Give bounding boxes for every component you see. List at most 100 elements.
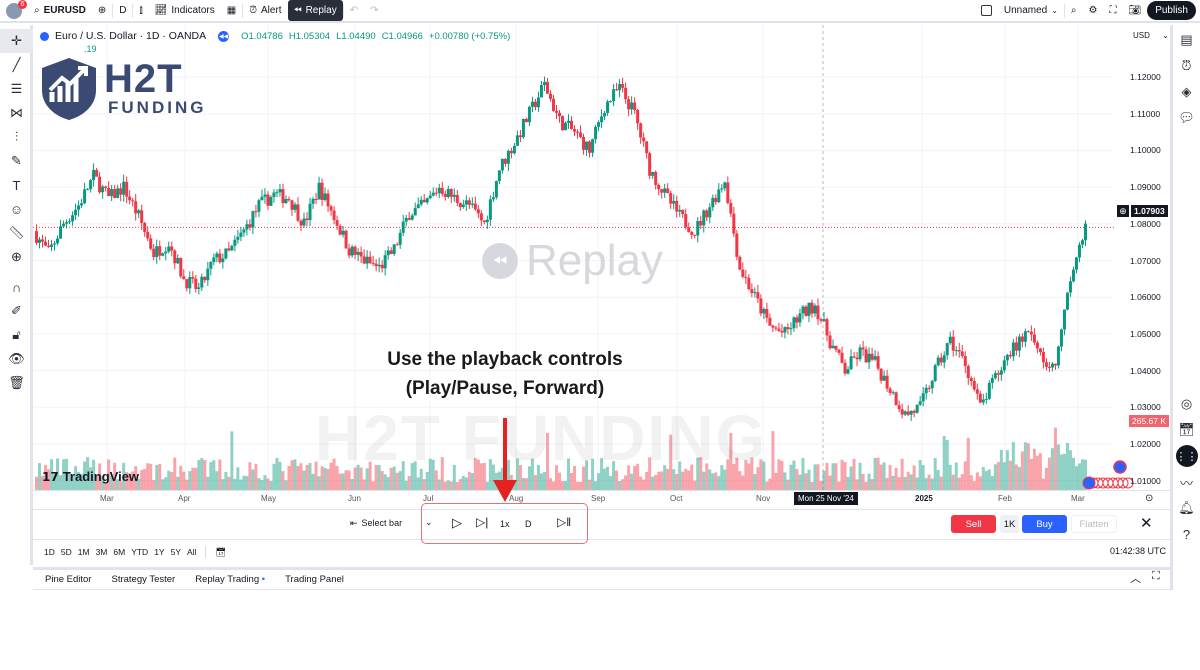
flatten-button[interactable]: Flatten	[1071, 515, 1117, 533]
volume-bar	[1029, 458, 1033, 490]
snapshot-button[interactable]: 📷︎	[1122, 0, 1147, 22]
volume-bar	[999, 449, 1003, 490]
publish-button[interactable]: Publish	[1147, 1, 1196, 20]
collapse-panel-button[interactable]: ︿	[1130, 573, 1141, 585]
tab-replay-trading[interactable]: Replay Trading •	[195, 574, 266, 585]
volume-bar	[221, 479, 225, 490]
volume-bar	[960, 474, 964, 490]
calendar-icon[interactable]: 📅︎	[1178, 422, 1195, 437]
range-ytd[interactable]: YTD	[131, 547, 149, 557]
fib-icon[interactable]: ☰	[10, 81, 23, 96]
candle-body	[131, 200, 135, 202]
jump-to-realtime-button[interactable]: ▷‖	[557, 515, 572, 529]
volume-bar	[1080, 459, 1084, 490]
trendline-icon[interactable]: ╱	[12, 57, 21, 72]
apps-icon[interactable]: ⋮⋮	[1173, 443, 1200, 469]
play-button[interactable]: ▷	[452, 515, 462, 530]
compare-button[interactable]: ⊕	[92, 0, 112, 22]
step-forward-button[interactable]: ▷|	[476, 515, 489, 529]
ruler-icon[interactable]: 📏︎	[8, 225, 25, 240]
axis-settings-icon[interactable]: ⊙	[1145, 493, 1154, 504]
volume-bar	[969, 475, 973, 490]
volume-bar	[1011, 442, 1015, 490]
stream-icon[interactable]: 〰	[1179, 475, 1193, 491]
pattern-icon[interactable]: ⋈	[10, 105, 23, 120]
volume-bar	[392, 466, 396, 490]
range-5y[interactable]: 5Y	[170, 547, 181, 557]
alarm-clock-icon[interactable]: ⏰︎	[1181, 58, 1192, 73]
settings-button[interactable]: ⚙︎	[1083, 0, 1104, 22]
candle-body	[269, 196, 273, 206]
speed-button[interactable]: 1x	[500, 519, 510, 529]
price-chart[interactable]	[33, 25, 1170, 510]
fullscreen-button[interactable]: ⛶	[1103, 0, 1122, 22]
tab-trading-panel[interactable]: Trading Panel	[285, 574, 344, 585]
select-bar-button[interactable]: ⇤ Select bar	[350, 518, 403, 528]
trash-icon[interactable]: 🗑︎	[8, 375, 25, 390]
quick-search-button[interactable]: ⌕	[1070, 5, 1077, 16]
watchlist-icon[interactable]: ▤	[1180, 32, 1193, 47]
goto-date-icon[interactable]: 📅︎	[215, 546, 227, 557]
bell-icon[interactable]: 🔔︎	[1178, 500, 1195, 515]
crosshair-icon[interactable]: ✛	[0, 29, 33, 53]
tab-pine-editor[interactable]: Pine Editor	[45, 574, 92, 585]
buy-button[interactable]: Buy	[1022, 515, 1067, 533]
range-6m[interactable]: 6M	[113, 547, 126, 557]
volume-bar	[329, 462, 333, 490]
candle-body	[257, 200, 261, 212]
layout-menu[interactable]: Unnamed ⌄	[975, 0, 1064, 22]
close-replay-button[interactable]: ✕	[1140, 514, 1153, 532]
target-icon[interactable]: ◎	[1180, 396, 1193, 411]
range-1y[interactable]: 1Y	[154, 547, 165, 557]
volume-bar	[68, 472, 72, 490]
volume-bar	[720, 465, 724, 490]
magnet-icon[interactable]: ∩	[11, 279, 22, 295]
maximize-panel-button[interactable]: ⛶	[1152, 570, 1160, 582]
range-1m[interactable]: 1M	[77, 547, 90, 557]
time-axis[interactable]	[33, 490, 1170, 508]
brush-icon[interactable]: ✎	[11, 153, 22, 168]
candle-body	[891, 392, 895, 394]
candle-body	[819, 319, 823, 321]
alert-button[interactable]: ⏰︎ Alert	[249, 5, 282, 16]
replay-button[interactable]: ⏪︎ Replay	[287, 0, 343, 21]
lock-icon[interactable]: 🔓︎	[12, 327, 21, 342]
symbol-search[interactable]: ⌕ EURUSD	[34, 5, 86, 16]
currency-selector[interactable]: USD ⌄	[1133, 31, 1169, 40]
help-icon[interactable]: ?	[1182, 526, 1191, 542]
chat-icon[interactable]: 💬︎	[1178, 110, 1195, 125]
sell-button[interactable]: Sell	[951, 515, 996, 533]
range-1d[interactable]: 1D	[44, 547, 55, 557]
select-bar-dropdown[interactable]: ⌄	[425, 517, 433, 527]
chart-type-button[interactable]: ⫾	[133, 0, 148, 22]
candle-body	[600, 116, 604, 123]
tab-strategy-tester[interactable]: Strategy Tester	[111, 574, 176, 585]
add-alert-icon[interactable]: ⊕	[1117, 205, 1129, 217]
range-5d[interactable]: 5D	[60, 547, 72, 557]
event-marker	[1113, 460, 1127, 474]
volume-bar	[1074, 466, 1078, 490]
lock-drawing-icon[interactable]: ✐	[11, 303, 22, 318]
volume-bar	[557, 472, 561, 490]
quantity-field[interactable]: 1K	[1000, 515, 1019, 533]
redo-button[interactable]: ↷	[370, 5, 379, 16]
interval-button[interactable]: D	[119, 5, 127, 16]
forecast-icon[interactable]: ⫶	[14, 129, 19, 144]
volume-bar	[188, 471, 192, 490]
layers-icon[interactable]: ◈	[1181, 84, 1192, 99]
replay-indicator-icon[interactable]: ◀◀	[218, 30, 230, 42]
volume-bar	[873, 457, 877, 490]
indicators-button[interactable]: 📈︎ Indicators	[154, 5, 215, 16]
candle-body	[999, 370, 1003, 375]
avatar[interactable]: 6	[0, 0, 28, 22]
eye-icon[interactable]: 👁︎	[8, 351, 25, 366]
undo-button[interactable]: ↶	[349, 5, 359, 16]
text-icon[interactable]: T	[12, 177, 21, 193]
candle-body	[437, 187, 441, 194]
emoji-icon[interactable]: ☺	[9, 201, 24, 217]
templates-button[interactable]: ▦	[221, 0, 242, 22]
replay-interval-button[interactable]: D	[525, 519, 532, 529]
zoom-icon[interactable]: ⊕	[11, 249, 22, 264]
range-3m[interactable]: 3M	[95, 547, 108, 557]
range-all[interactable]: All	[187, 547, 197, 557]
